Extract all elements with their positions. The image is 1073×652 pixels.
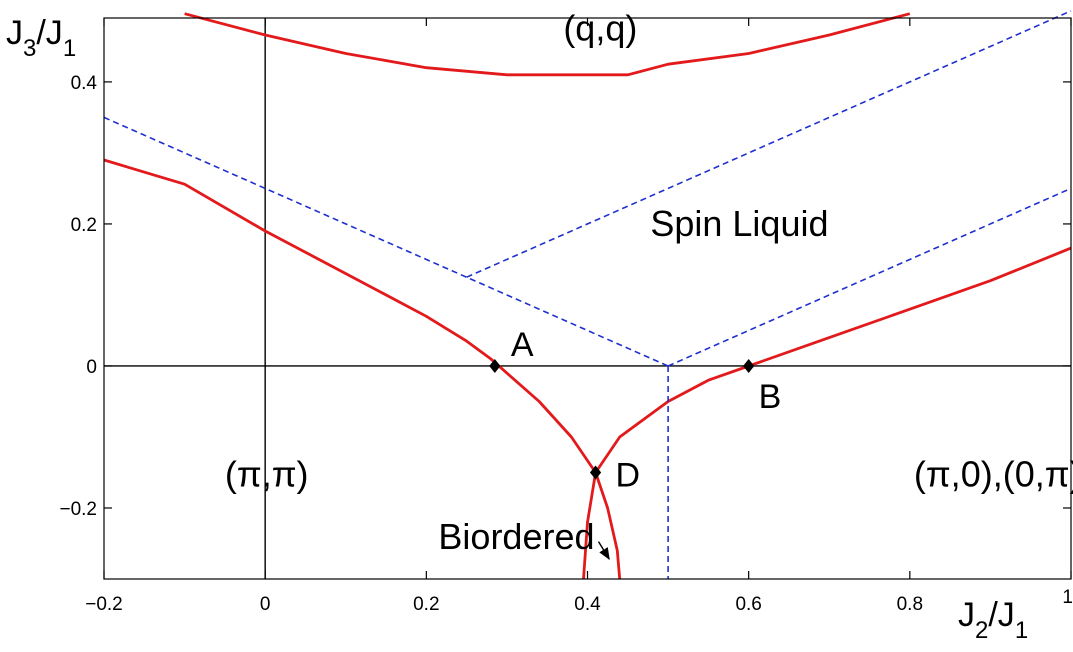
y-tick-label: 0.2 xyxy=(71,215,97,236)
y-tick-label: 0.4 xyxy=(71,73,98,94)
critical-point-label-a: A xyxy=(511,326,534,364)
x-tick-label: 1 xyxy=(1062,587,1073,608)
tick-layer: −0.2 0 0.2 0.4 0.6 0.8 1 −0.2 0 0.2 0.4 xyxy=(59,18,1073,615)
spin-liquid-boundary-line-3 xyxy=(103,116,669,367)
x-tick-label: 0.8 xyxy=(897,594,923,615)
region-label-0: (q,q) xyxy=(563,8,637,49)
y-axis-title: J3/J1 xyxy=(6,14,76,62)
critical-point-marker-b xyxy=(743,358,755,373)
spin-liquid-boundary-line-5 xyxy=(667,187,1072,367)
label-layer: (q,q) Spin Liquid (π,π) (π,0),(0,π) Biordere… xyxy=(225,8,1073,560)
critical-point-label-d: D xyxy=(616,456,641,494)
x-axis-title: J2/J1 xyxy=(958,596,1028,644)
region-label-2: (π,π) xyxy=(225,454,309,495)
critical-point-marker-d xyxy=(589,465,602,480)
critical-point-label-b: B xyxy=(759,378,782,416)
x-tick-label: 0.2 xyxy=(413,594,439,615)
critical-point-marker-a xyxy=(489,358,501,373)
plot-frame xyxy=(103,17,1072,580)
region-label-3: (π,0),(0,π) xyxy=(914,454,1073,495)
x-tick-label: 0.4 xyxy=(574,594,601,615)
reference-lines xyxy=(104,18,1071,579)
x-tick-label: 0.6 xyxy=(735,594,761,615)
biordered-annotation-arrow xyxy=(597,541,610,560)
phase-boundary-line-0 xyxy=(184,12,911,77)
series-layer xyxy=(103,10,1072,580)
x-tick-label: −0.2 xyxy=(85,594,123,615)
biordered-annotation-label: Biordered xyxy=(438,516,594,557)
y-tick-label: 0 xyxy=(86,357,97,378)
region-label-1: Spin Liquid xyxy=(650,203,828,244)
spin-liquid-boundary-line-4 xyxy=(466,10,1072,278)
marker-layer: A B D xyxy=(489,326,782,494)
x-tick-label: 0 xyxy=(260,594,271,615)
y-tick-label: −0.2 xyxy=(59,499,97,520)
phase-boundary-line-2 xyxy=(582,246,1072,580)
